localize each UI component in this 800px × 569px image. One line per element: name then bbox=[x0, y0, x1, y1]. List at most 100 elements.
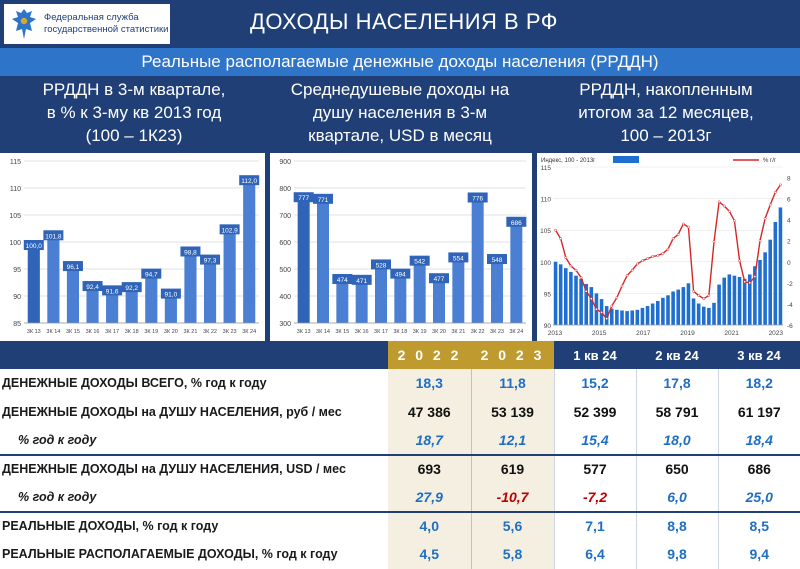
panel-heading-2-line2: душу населения в 3-м bbox=[312, 103, 488, 122]
table-cell: 15,4 bbox=[553, 426, 636, 455]
c2-xtick: 3К 22 bbox=[471, 329, 485, 335]
c2-xtick: 3К 18 bbox=[393, 329, 407, 335]
c3-bar bbox=[753, 266, 757, 325]
c3-line-point bbox=[579, 276, 583, 279]
c1-label-bg bbox=[219, 224, 240, 235]
table-cell: 6,4 bbox=[553, 540, 636, 569]
c1-label-bg bbox=[141, 268, 162, 279]
rosstat-logo: Федеральная служба государственной стати… bbox=[4, 4, 170, 44]
c1-xtick: 3К 22 bbox=[203, 329, 217, 335]
c3-bar bbox=[563, 268, 568, 325]
c2-bar bbox=[355, 276, 368, 323]
c2-bar bbox=[471, 194, 484, 323]
c2-label-bg bbox=[351, 274, 372, 285]
c3-line-point bbox=[641, 259, 644, 263]
table-cell: 47 386 bbox=[388, 397, 471, 426]
c1-xtick: 3К 14 bbox=[46, 329, 60, 335]
panel-heading-2-line3: квартале, USD в месяц bbox=[308, 126, 492, 145]
row-label: РЕАЛЬНЫЕ РАСПОЛАГАЕМЫЕ ДОХОДЫ, % год к г… bbox=[2, 547, 338, 562]
c1-xtick: 3К 20 bbox=[164, 329, 178, 335]
c2-data-label: 777 bbox=[298, 195, 309, 202]
col-2023: 2 0 2 3 bbox=[471, 341, 554, 369]
c2-label-bg bbox=[293, 192, 314, 203]
c3-line-point bbox=[554, 228, 557, 232]
c1-xtick: 3К 23 bbox=[223, 329, 237, 335]
col-q1-24: 1 кв 24 bbox=[554, 341, 636, 369]
c3-line-point bbox=[625, 274, 629, 277]
c3-line-point bbox=[651, 255, 655, 258]
c3-line-point bbox=[687, 225, 690, 229]
c2-data-label: 494 bbox=[395, 272, 406, 279]
c3-ytick-left: 105 bbox=[540, 228, 551, 235]
c2-xtick: 3К 13 bbox=[297, 329, 311, 335]
c1-bar bbox=[47, 232, 60, 323]
table-cell: 18,0 bbox=[635, 426, 718, 455]
c1-xtick: 3К 18 bbox=[125, 329, 139, 335]
c3-bar bbox=[763, 252, 767, 325]
c1-ytick: 95 bbox=[13, 267, 21, 274]
c3-bar bbox=[742, 278, 747, 325]
c3-bar bbox=[666, 295, 670, 325]
row-label: ДЕНЕЖНЫЕ ДОХОДЫ на ДУШУ НАСЕЛЕНИЯ, USD /… bbox=[0, 453, 388, 483]
c2-data-label: 776 bbox=[472, 195, 483, 202]
c2-bar bbox=[491, 256, 503, 323]
c2-label-bg bbox=[313, 193, 333, 204]
panel-heading-3-line3: 100 – 2013г bbox=[620, 126, 712, 145]
c2-xtick: 3К 17 bbox=[374, 329, 388, 335]
c2-data-label: 471 bbox=[356, 278, 367, 285]
c2-bar bbox=[413, 257, 426, 323]
c3-bar bbox=[732, 275, 737, 325]
c3-ytick-left: 95 bbox=[544, 291, 552, 298]
table-cell: 15,2 bbox=[553, 369, 636, 398]
table-cell: 4,5 bbox=[388, 540, 471, 569]
c1-bar bbox=[203, 256, 217, 323]
c1-label-bg bbox=[82, 281, 103, 292]
table-cell: 5,6 bbox=[470, 510, 554, 540]
c3-line-point bbox=[605, 317, 609, 321]
c2-label-bg bbox=[448, 252, 469, 263]
c1-bar bbox=[184, 248, 197, 323]
logo-line1: Федеральная служба bbox=[44, 12, 139, 23]
table-cell: 12,1 bbox=[470, 426, 554, 455]
c2-xtick: 3К 15 bbox=[335, 329, 349, 335]
c3-xtick: 2023 bbox=[769, 330, 784, 337]
c3-bar bbox=[686, 283, 691, 325]
c1-data-label: 94,7 bbox=[145, 272, 158, 279]
table-cell: 4,0 bbox=[388, 510, 471, 540]
table-cell: 619 bbox=[470, 453, 554, 483]
c3-line-point bbox=[569, 264, 573, 268]
page-title: ДОХОДЫ НАСЕЛЕНИЯ В РФ bbox=[250, 9, 558, 34]
c3-bar bbox=[707, 307, 711, 325]
table-row: РЕАЛЬНЫЕ ДОХОДЫ, % год к году 4,0 5,6 7,1 8,… bbox=[0, 510, 800, 540]
c3-line-point bbox=[727, 209, 731, 213]
c2-label-bg bbox=[487, 254, 507, 265]
c3-line-point bbox=[676, 233, 680, 236]
c2-ytick: 900 bbox=[279, 159, 291, 166]
c3-bar bbox=[640, 307, 645, 325]
c3-bar bbox=[609, 308, 614, 325]
c2-data-label: 771 bbox=[318, 197, 329, 204]
c3-bar bbox=[630, 310, 635, 325]
c3-bar bbox=[569, 271, 573, 325]
c1-label-bg bbox=[200, 254, 221, 265]
chart-income-usd: 300 400 500 600 700 800 900 777 3К 13 771 3К 14 474… bbox=[270, 153, 532, 341]
c3-bar bbox=[650, 303, 655, 325]
c1-xtick: 3К 15 bbox=[66, 329, 80, 335]
c1-xtick: 3К 17 bbox=[105, 329, 119, 335]
c1-data-label: 100,0 bbox=[26, 243, 43, 250]
c1-data-label: 91,0 bbox=[165, 292, 178, 299]
panel-heading-1-line3: (100 – 1К23) bbox=[85, 126, 183, 145]
c3-line-point bbox=[661, 252, 665, 255]
c2-bar bbox=[317, 195, 329, 323]
table-cell: 8,5 bbox=[717, 510, 800, 540]
c1-label-bg bbox=[160, 288, 181, 299]
table-body: ДЕНЕЖНЫЕ ДОХОДЫ ВСЕГО, % год к году 18,3 1… bbox=[0, 369, 800, 569]
logo-line2: государственной статистики bbox=[44, 24, 169, 35]
c2-label-bg bbox=[429, 273, 449, 284]
c1-bar bbox=[27, 242, 40, 323]
c2-bar bbox=[452, 254, 465, 323]
table-cell: 11,8 bbox=[470, 369, 554, 398]
c3-line-point bbox=[635, 262, 639, 266]
c3-bar bbox=[773, 221, 778, 325]
c1-xtick: 3К 16 bbox=[86, 329, 100, 335]
